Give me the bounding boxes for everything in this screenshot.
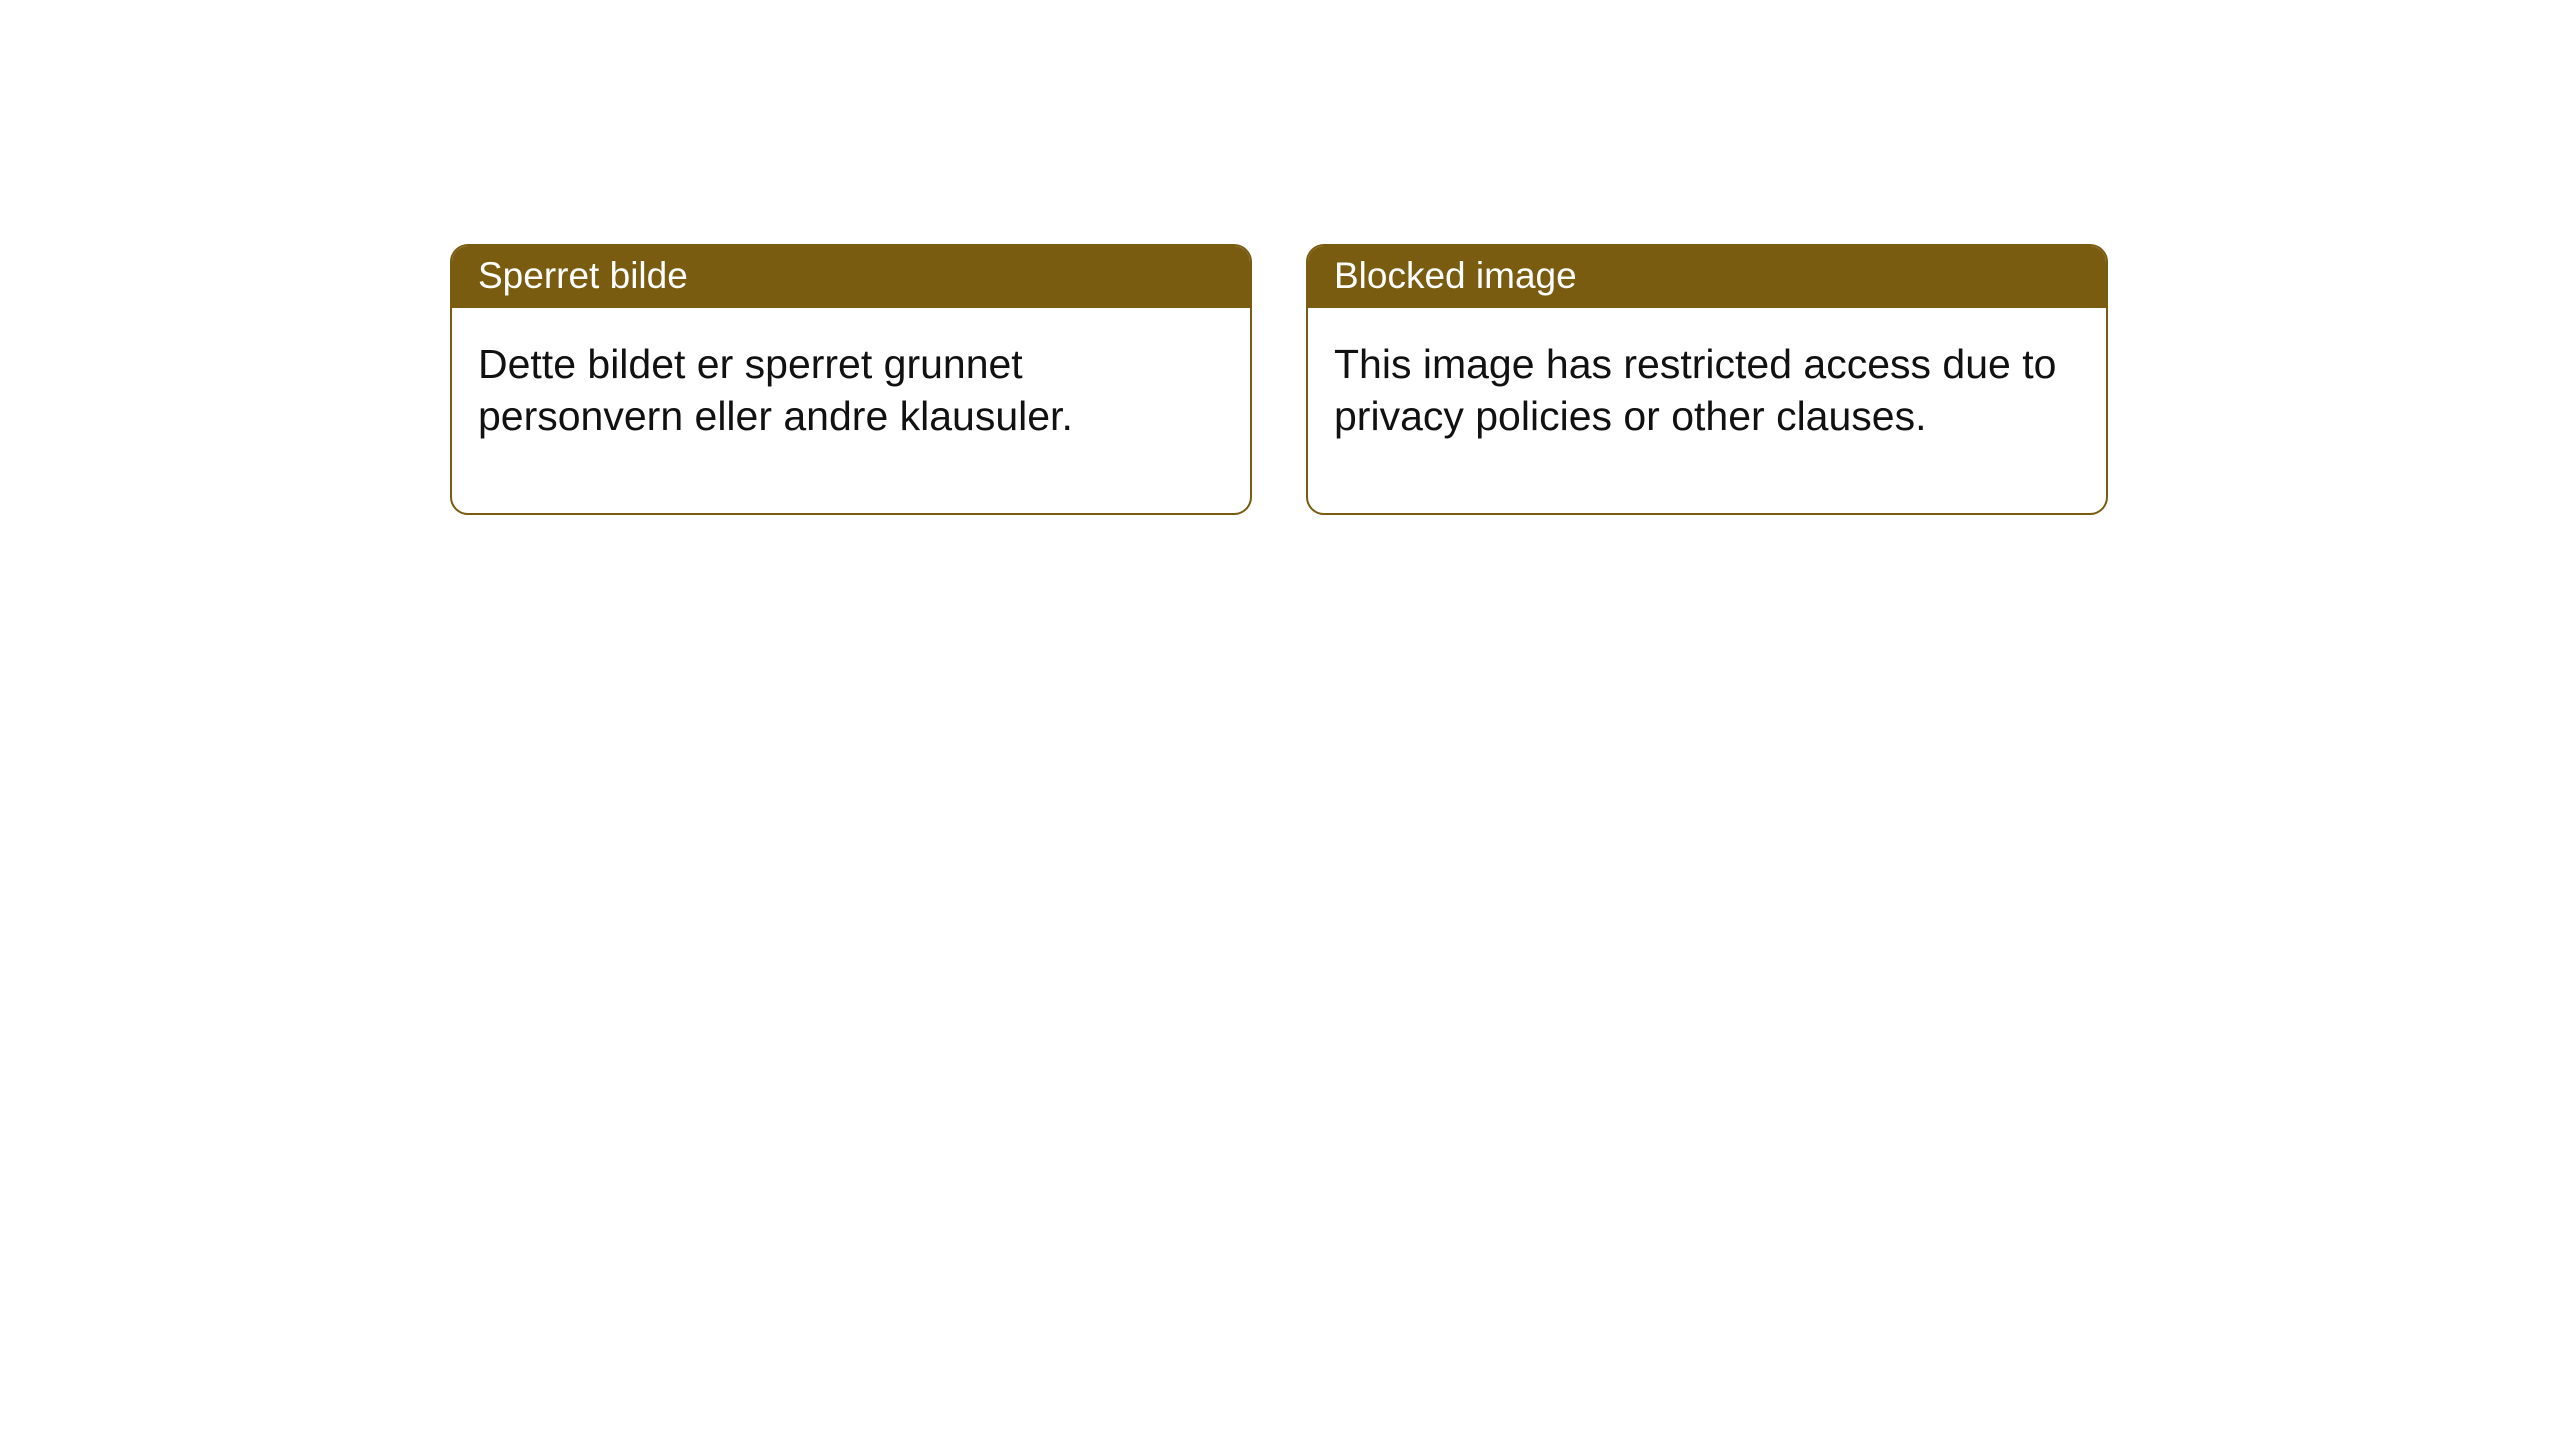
notice-card-english: Blocked image This image has restricted …: [1306, 244, 2108, 515]
notice-header-norwegian: Sperret bilde: [452, 246, 1250, 308]
notice-card-norwegian: Sperret bilde Dette bildet er sperret gr…: [450, 244, 1252, 515]
notice-container: Sperret bilde Dette bildet er sperret gr…: [450, 244, 2108, 515]
notice-body-norwegian: Dette bildet er sperret grunnet personve…: [452, 308, 1250, 513]
notice-body-english: This image has restricted access due to …: [1308, 308, 2106, 513]
notice-header-english: Blocked image: [1308, 246, 2106, 308]
